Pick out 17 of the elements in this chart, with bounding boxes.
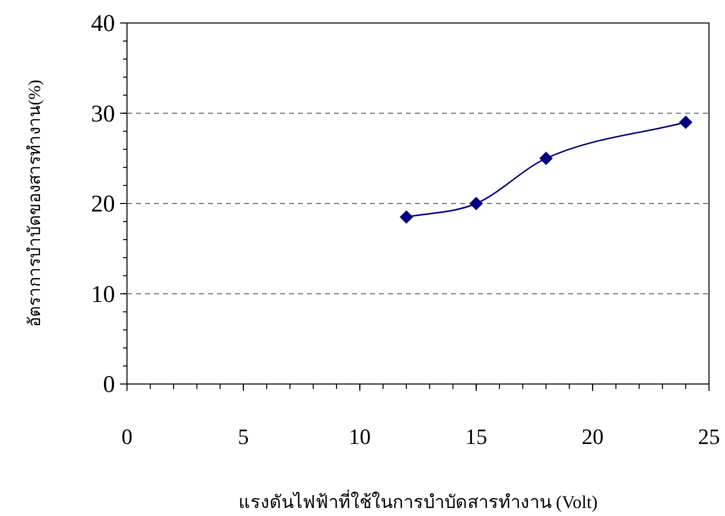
point — [540, 152, 553, 165]
y-tick-label: 20 — [91, 192, 115, 218]
y-tick-label: 10 — [91, 282, 115, 308]
x-tick-label: 5 — [238, 424, 249, 449]
y-tick-label: 0 — [103, 372, 115, 398]
point — [470, 197, 483, 210]
x-tick-label: 15 — [465, 424, 488, 449]
point — [679, 116, 692, 129]
x-tick-label: 25 — [698, 424, 720, 449]
x-axis-title: แรงดันไฟฟ้าที่ใช้ในการบำบัดสารทำงาน (Volt) — [238, 489, 598, 512]
y-axis-title: อัตราการบำบัดของสารทำงาน(%) — [25, 80, 44, 328]
x-tick-label: 0 — [122, 424, 132, 449]
point — [400, 210, 413, 224]
y-tick-label: 30 — [91, 101, 115, 128]
y-tick-label: 40 — [91, 11, 115, 37]
x-tick-label: 20 — [582, 424, 604, 449]
x-tick-label: 10 — [348, 424, 371, 449]
